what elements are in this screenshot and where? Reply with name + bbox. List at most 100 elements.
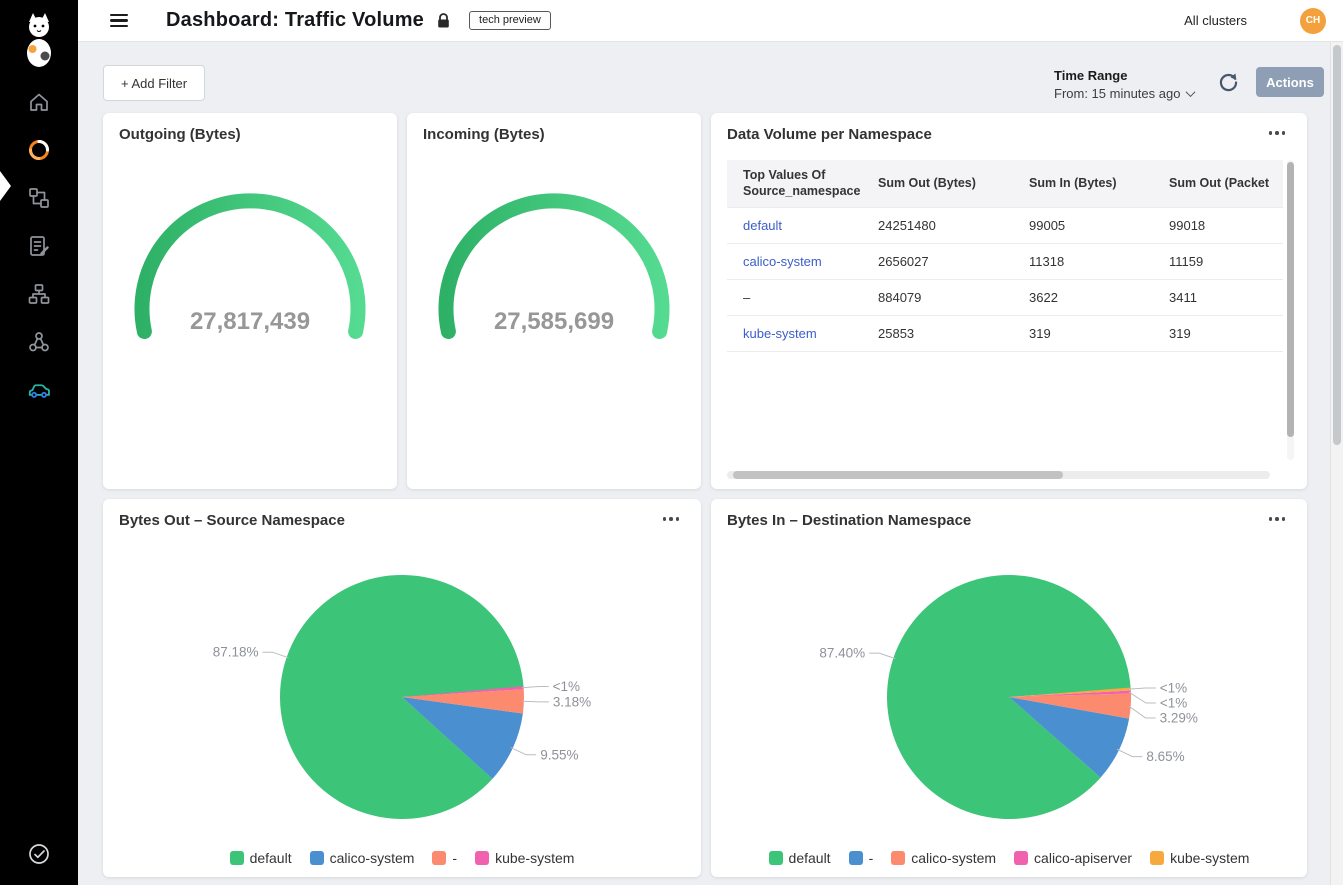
gauge-arc — [134, 193, 366, 339]
more-options-button[interactable] — [1267, 513, 1288, 525]
namespace-link[interactable]: default — [743, 218, 783, 234]
pie-label: <1% — [553, 679, 580, 694]
sidebar-item-dashboards[interactable] — [0, 126, 78, 174]
card-title: Outgoing (Bytes) — [119, 126, 241, 143]
legend-label: kube-system — [495, 850, 575, 866]
table-vertical-scrollbar[interactable] — [1287, 160, 1294, 460]
legend-label: default — [249, 850, 292, 866]
sidebar — [0, 0, 78, 885]
table-header-cell: Top Values Of Source_namespace — [743, 168, 861, 198]
time-range-value: From: 15 minutes ago — [1054, 86, 1181, 101]
pie-label-leader-line — [1128, 691, 1156, 704]
sidebar-item-traffic[interactable] — [0, 366, 78, 414]
sidebar-item-clusters[interactable] — [0, 318, 78, 366]
pie-label-leader-line — [1128, 705, 1156, 719]
pie-label: 9.55% — [540, 747, 578, 762]
pie-label: 3.29% — [1160, 711, 1198, 726]
tech-preview-badge: tech preview — [469, 11, 551, 30]
legend-item-kube-system[interactable]: kube-system — [475, 850, 574, 866]
time-range-control: Time Range From: 15 minutes ago — [1054, 68, 1196, 101]
legend-swatch — [891, 851, 906, 865]
pie-label-leader-line — [1116, 748, 1143, 758]
table-horizontal-scrollbar[interactable] — [727, 471, 1270, 479]
service-graph-icon — [28, 284, 50, 304]
avatar[interactable]: CH — [1300, 7, 1326, 34]
namespace-link[interactable]: calico-system — [743, 254, 822, 270]
page-title: Dashboard: Traffic Volume — [166, 9, 425, 31]
table-cell: 3622 — [1029, 290, 1058, 306]
pie-label-leader-line — [262, 651, 289, 659]
table-cell: 24251480 — [878, 218, 936, 234]
pie-slice-calico-system[interactable] — [1009, 693, 1132, 719]
sidebar-item-compliance[interactable] — [0, 839, 78, 869]
legend-swatch — [475, 851, 490, 865]
pie-slice-calico-apiserver[interactable] — [1009, 690, 1131, 698]
bytes-out-pie-chart: 87.18% <1%3.18% 9.55% — [213, 574, 591, 819]
topbar: Dashboard: Traffic Volume tech preview A… — [78, 0, 1343, 42]
chevron-down-icon — [1186, 87, 1196, 98]
pie-label-leader-line — [521, 700, 549, 703]
legend-item--[interactable]: - — [848, 850, 873, 866]
sidebar-item-service-graph[interactable] — [0, 270, 78, 318]
legend-label: kube-system — [1170, 850, 1250, 866]
legend-swatch — [432, 851, 447, 865]
sidebar-item-policies[interactable] — [0, 222, 78, 270]
pie-label: 3.18% — [553, 694, 591, 709]
outgoing-gauge-chart: 27,817,439 — [134, 193, 366, 339]
table-cell: 3411 — [1169, 290, 1197, 306]
page-scrollbar-thumb[interactable] — [1333, 45, 1341, 445]
legend-item-kube-system[interactable]: kube-system — [1150, 850, 1249, 866]
refresh-button[interactable] — [1218, 72, 1239, 96]
table-cell: 11318 — [1029, 254, 1065, 270]
sidebar-nav — [0, 78, 78, 414]
table-cell: 99018 — [1169, 218, 1206, 234]
namespace-table: Top Values Of Source_namespace Sum Out (B… — [727, 160, 1283, 353]
legend-swatch — [1150, 851, 1165, 865]
pie-slice--[interactable] — [402, 689, 524, 714]
table-cell: 319 — [1169, 326, 1191, 342]
pie-slice-kube-system[interactable] — [1009, 687, 1131, 698]
network-endpoints-icon — [29, 188, 49, 208]
bytes-in-pie-chart: 87.40%<1%<1%3.29%8.65% — [819, 575, 1198, 820]
table-hscroll-thumb[interactable] — [733, 471, 1063, 479]
legend-item-default[interactable]: default — [229, 850, 292, 866]
card-outgoing-bytes: Outgoing (Bytes) 27,817,439 — [103, 113, 397, 489]
table-vscroll-thumb[interactable] — [1287, 162, 1294, 437]
legend-item-calico-system[interactable]: calico-system — [309, 850, 414, 866]
home-icon — [30, 93, 48, 111]
pie-label-leader-line — [869, 652, 896, 660]
pie-slice-default[interactable] — [886, 575, 1131, 820]
more-options-button[interactable] — [661, 513, 682, 525]
incoming-gauge-chart: 27,585,699 — [438, 193, 670, 339]
time-range-dropdown[interactable]: From: 15 minutes ago — [1054, 86, 1196, 101]
table-cell: 319 — [1029, 326, 1051, 342]
pie-slice-default[interactable] — [279, 574, 524, 819]
app-logo[interactable] — [0, 0, 78, 78]
traffic-car-icon — [28, 384, 50, 398]
pie-label: 8.65% — [1146, 749, 1184, 764]
pie-slice--[interactable] — [1009, 697, 1130, 778]
sidebar-item-network-endpoints[interactable] — [0, 174, 78, 222]
legend-item--[interactable]: - — [432, 850, 457, 866]
table-row: calico-system 2656027 11318 11159 — [727, 244, 1283, 281]
add-filter-button[interactable]: + Add Filter — [103, 65, 206, 101]
sidebar-item-home[interactable] — [0, 78, 78, 126]
table-body: default 24251480 99005 99018 calico-system 26… — [727, 208, 1283, 353]
legend-swatch — [1014, 851, 1029, 865]
more-options-button[interactable] — [1267, 127, 1288, 139]
clusters-icon — [29, 332, 49, 352]
namespace-link[interactable]: kube-system — [743, 326, 817, 342]
legend-item-calico-system[interactable]: calico-system — [891, 850, 996, 866]
pie-slice-kube-system[interactable] — [402, 686, 524, 697]
card-bytes-in-pie: Bytes In – Destination Namespace 87.40% <… — [711, 499, 1307, 877]
menu-button[interactable] — [106, 6, 132, 35]
legend-label: - — [452, 850, 458, 866]
actions-button[interactable]: Actions — [1256, 67, 1324, 97]
legend-item-calico-apiserver[interactable]: calico-apiserver — [1014, 850, 1132, 866]
page-scrollbar[interactable] — [1330, 42, 1343, 885]
pie-slice-calico-system[interactable] — [402, 697, 523, 779]
cluster-selector[interactable]: All clusters — [1178, 12, 1253, 29]
table-cell: 884079 — [878, 290, 922, 306]
table-cell: 99005 — [1029, 218, 1066, 234]
legend-item-default[interactable]: default — [768, 850, 831, 866]
